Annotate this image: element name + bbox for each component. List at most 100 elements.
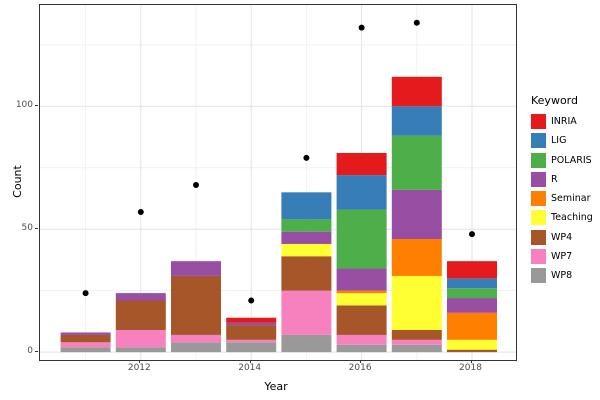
bar-segment-wp7-2015 xyxy=(280,290,331,335)
bar-segment-r-2014 xyxy=(225,322,276,326)
bar-segment-wp7-2011 xyxy=(60,342,111,348)
bar-segment-wp7-2013 xyxy=(170,334,221,343)
bar-segment-wp8-2012 xyxy=(115,347,166,353)
y-tick-label: 50 xyxy=(21,222,33,233)
legend-swatch-teaching xyxy=(531,210,546,226)
plot-canvas xyxy=(39,5,516,360)
bar-segment-teaching-2016 xyxy=(336,293,387,306)
x-tick-mark xyxy=(249,360,251,363)
data-point-2015 xyxy=(302,154,309,161)
bar-segment-wp8-2013 xyxy=(170,342,221,353)
bar-segment-wp8-2014 xyxy=(225,342,276,353)
legend-item-wp7: WP7 xyxy=(531,249,599,265)
bar-segment-lig-2016 xyxy=(336,175,387,210)
bar-segment-wp4-2012 xyxy=(115,300,166,331)
legend-label: LIG xyxy=(551,135,567,147)
legend-items: INRIA LIG POLARIS R Seminar Teaching WP4 WP7 WP8 xyxy=(531,114,599,284)
bar-segment-inria-2017 xyxy=(391,76,442,107)
bar-segment-r-2011 xyxy=(60,332,111,335)
y-tick-mark xyxy=(35,228,38,230)
data-point-2013 xyxy=(192,181,199,188)
x-tick-label: 2016 xyxy=(348,363,372,373)
legend: Keyword INRIA LIG POLARIS R Seminar Teaching W… xyxy=(531,94,599,288)
bar-segment-lig-2017 xyxy=(391,106,442,136)
data-point-2017 xyxy=(413,19,420,26)
x-axis-title: Year xyxy=(264,380,288,393)
bar-segment-r-2016 xyxy=(336,268,387,291)
bar-segment-r-2015 xyxy=(280,231,331,244)
legend-item-teaching: Teaching xyxy=(531,210,599,226)
bar-segment-wp7-2017 xyxy=(391,339,442,345)
legend-swatch-wp7 xyxy=(531,249,546,265)
bar-segment-wp4-2016 xyxy=(336,305,387,335)
legend-title: Keyword xyxy=(531,94,578,107)
bar-segment-wp7-2016 xyxy=(336,334,387,345)
legend-swatch-wp8 xyxy=(531,268,546,284)
bar-segment-wp8-2015 xyxy=(280,334,331,353)
legend-item-wp8: WP8 xyxy=(531,268,599,284)
bar-segment-wp4-2018 xyxy=(446,349,497,353)
bar-segment-wp4-2017 xyxy=(391,330,442,340)
bar-segment-polaris-2017 xyxy=(391,135,442,190)
legend-label: WP7 xyxy=(551,251,573,263)
bar-segment-r-2013 xyxy=(170,261,221,276)
legend-label: Teaching xyxy=(551,212,593,224)
data-point-2018 xyxy=(468,231,475,238)
bar-segment-wp4-2011 xyxy=(60,334,111,343)
bar-segment-inria-2016 xyxy=(336,152,387,176)
data-point-2011 xyxy=(82,290,89,297)
y-tick-mark xyxy=(35,351,38,353)
legend-item-wp4: WP4 xyxy=(531,229,599,245)
y-tick-label: 0 xyxy=(27,345,33,356)
bar-segment-seminar-2018 xyxy=(446,312,497,340)
bar-segment-inria-2018 xyxy=(446,261,497,279)
x-tick-mark xyxy=(360,360,362,363)
x-tick-mark xyxy=(470,360,472,363)
bar-segment-seminar-2017 xyxy=(391,239,442,276)
y-axis-title: Count xyxy=(11,165,24,198)
x-tick-label: 2012 xyxy=(127,363,151,373)
bar-segment-lig-2018 xyxy=(446,278,497,289)
legend-swatch-r xyxy=(531,171,546,187)
legend-label: Seminar xyxy=(551,193,591,205)
bar-segment-wp8-2017 xyxy=(391,344,442,353)
legend-item-inria: INRIA xyxy=(531,114,599,129)
bar-segment-wp8-2016 xyxy=(336,344,387,353)
bar-segment-wp7-2012 xyxy=(115,330,166,348)
legend-swatch-wp4 xyxy=(531,229,546,245)
bar-segment-wp7-2014 xyxy=(225,339,276,343)
legend-swatch-inria xyxy=(531,114,546,129)
bar-segment-wp8-2011 xyxy=(60,347,111,353)
legend-label: POLARIS xyxy=(551,154,592,166)
legend-swatch-seminar xyxy=(531,191,546,207)
bar-segment-r-2018 xyxy=(446,298,497,313)
legend-label: WP8 xyxy=(551,270,573,282)
data-point-2012 xyxy=(137,209,144,216)
bar-segment-r-2012 xyxy=(115,293,166,301)
legend-label: INRIA xyxy=(551,116,577,127)
bar-segment-wp4-2015 xyxy=(280,256,331,291)
bar-segment-r-2017 xyxy=(391,189,442,240)
legend-item-polaris: POLARIS xyxy=(531,152,599,168)
data-point-2014 xyxy=(247,297,254,304)
legend-label: R xyxy=(551,173,558,185)
legend-item-seminar: Seminar xyxy=(531,191,599,207)
plot-panel xyxy=(38,4,517,361)
bar-segment-polaris-2016 xyxy=(336,209,387,269)
data-point-2016 xyxy=(358,24,365,31)
x-tick-label: 2018 xyxy=(459,363,482,373)
bar-segment-polaris-2018 xyxy=(446,288,497,299)
bar-segment-seminar-2016 xyxy=(336,290,387,294)
x-tick-label: 2014 xyxy=(238,363,262,373)
legend-item-lig: LIG xyxy=(531,133,599,149)
legend-swatch-polaris xyxy=(531,152,546,168)
bar-segment-polaris-2015 xyxy=(280,219,331,232)
y-tick-label: 100 xyxy=(15,99,33,110)
legend-swatch-lig xyxy=(531,133,546,149)
x-tick-mark xyxy=(139,360,141,363)
bar-segment-inria-2014 xyxy=(225,317,276,323)
legend-label: WP4 xyxy=(551,231,573,243)
bar-segment-teaching-2015 xyxy=(280,243,331,257)
legend-item-r: R xyxy=(531,171,599,187)
